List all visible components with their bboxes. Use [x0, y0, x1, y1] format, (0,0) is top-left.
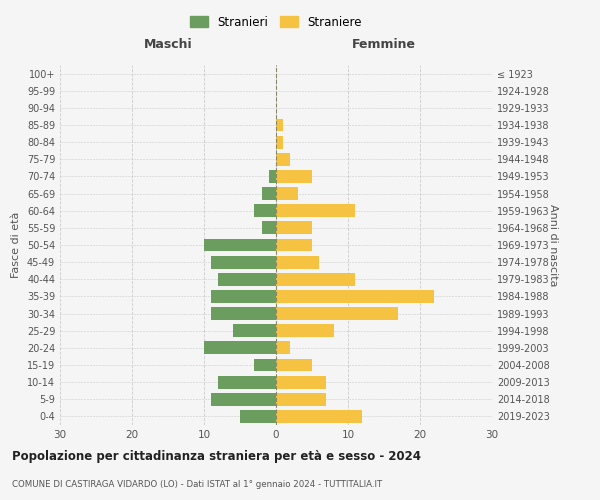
Bar	[276, 324, 334, 337]
Bar	[204, 342, 276, 354]
Bar	[211, 256, 276, 268]
Bar	[211, 290, 276, 303]
Y-axis label: Fasce di età: Fasce di età	[11, 212, 21, 278]
Bar	[276, 118, 283, 132]
Bar	[276, 204, 355, 217]
Bar	[276, 290, 434, 303]
Bar	[276, 376, 326, 388]
Bar	[276, 187, 298, 200]
Bar	[276, 256, 319, 268]
Bar	[276, 238, 312, 252]
Text: Maschi: Maschi	[143, 38, 193, 51]
Bar	[218, 273, 276, 285]
Bar	[276, 153, 290, 166]
Bar	[254, 204, 276, 217]
Text: Popolazione per cittadinanza straniera per età e sesso - 2024: Popolazione per cittadinanza straniera p…	[12, 450, 421, 463]
Bar	[204, 238, 276, 252]
Bar	[240, 410, 276, 423]
Bar	[233, 324, 276, 337]
Bar	[276, 342, 290, 354]
Bar	[269, 170, 276, 183]
Bar	[276, 410, 362, 423]
Bar	[262, 222, 276, 234]
Bar	[276, 222, 312, 234]
Text: COMUNE DI CASTIRAGA VIDARDO (LO) - Dati ISTAT al 1° gennaio 2024 - TUTTITALIA.IT: COMUNE DI CASTIRAGA VIDARDO (LO) - Dati …	[12, 480, 382, 489]
Y-axis label: Anni di nascita: Anni di nascita	[548, 204, 558, 286]
Bar	[276, 393, 326, 406]
Bar	[276, 273, 355, 285]
Bar	[218, 376, 276, 388]
Legend: Stranieri, Straniere: Stranieri, Straniere	[185, 11, 367, 34]
Bar	[211, 393, 276, 406]
Bar	[276, 307, 398, 320]
Bar	[254, 358, 276, 372]
Bar	[276, 358, 312, 372]
Bar	[262, 187, 276, 200]
Bar	[276, 170, 312, 183]
Bar	[211, 307, 276, 320]
Bar	[276, 136, 283, 148]
Text: Femmine: Femmine	[352, 38, 416, 51]
